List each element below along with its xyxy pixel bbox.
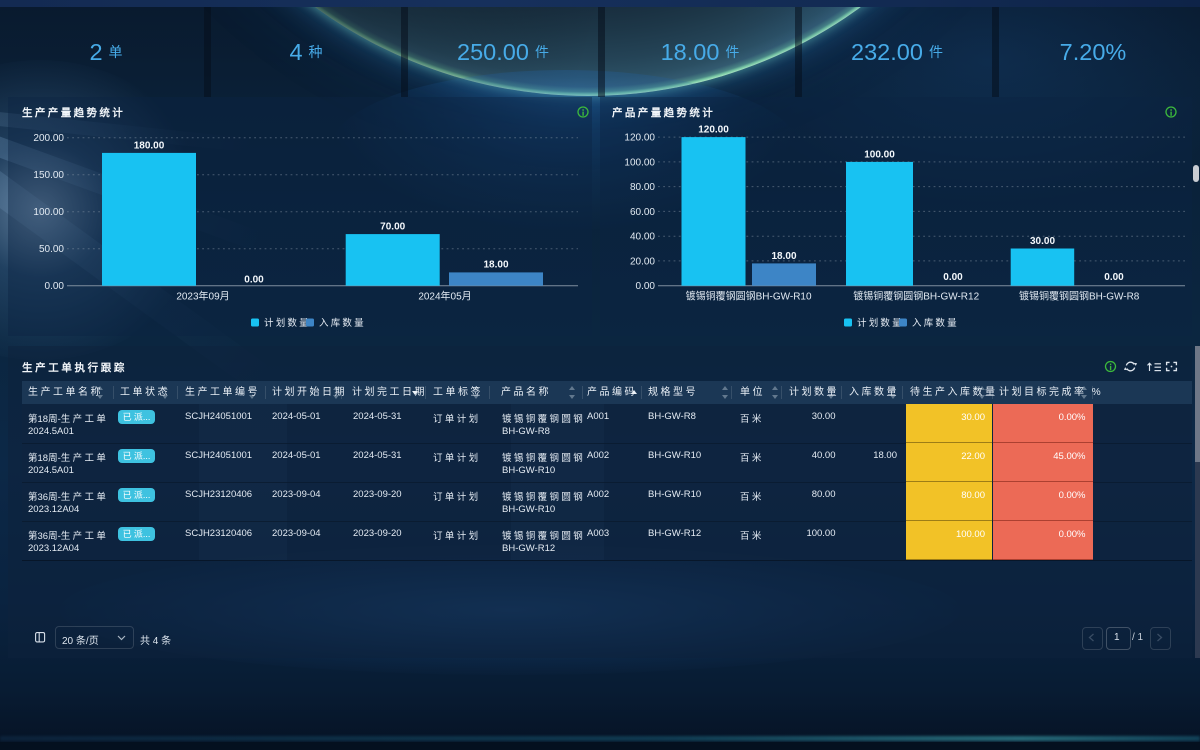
svg-text:30.00: 30.00 bbox=[1030, 236, 1055, 247]
svg-text:80.00: 80.00 bbox=[630, 182, 655, 193]
svg-text:100.00: 100.00 bbox=[33, 207, 64, 218]
svg-text:50.00: 50.00 bbox=[39, 244, 64, 255]
svg-text:入库数量: 入库数量 bbox=[319, 317, 366, 329]
svg-text:镀锡铜覆钢圆钢BH-GW-R10: 镀锡铜覆钢圆钢BH-GW-R10 bbox=[686, 290, 812, 303]
svg-text:70.00: 70.00 bbox=[380, 222, 405, 233]
svg-text:2023年09月: 2023年09月 bbox=[176, 290, 229, 303]
svg-text:100.00: 100.00 bbox=[864, 149, 895, 160]
svg-text:计划数量: 计划数量 bbox=[264, 317, 311, 329]
svg-text:产品产量趋势统计: 产品产量趋势统计 bbox=[612, 106, 715, 119]
svg-text:0.00: 0.00 bbox=[943, 272, 963, 283]
svg-text:0.00: 0.00 bbox=[244, 275, 264, 286]
svg-text:40.00: 40.00 bbox=[630, 232, 655, 243]
svg-text:入库数量: 入库数量 bbox=[912, 317, 959, 329]
svg-text:100.00: 100.00 bbox=[624, 157, 655, 168]
svg-text:200.00: 200.00 bbox=[33, 133, 64, 144]
svg-text:20.00: 20.00 bbox=[630, 256, 655, 267]
svg-text:18.00: 18.00 bbox=[771, 251, 796, 262]
svg-text:镀锡铜覆钢圆钢BH-GW-R8: 镀锡铜覆钢圆钢BH-GW-R8 bbox=[1019, 290, 1140, 303]
svg-text:镀锡铜覆钢圆钢BH-GW-R12: 镀锡铜覆钢圆钢BH-GW-R12 bbox=[853, 290, 979, 303]
svg-text:120.00: 120.00 bbox=[624, 133, 655, 144]
svg-text:60.00: 60.00 bbox=[630, 207, 655, 218]
svg-text:18.00: 18.00 bbox=[483, 260, 508, 271]
svg-text:0.00: 0.00 bbox=[636, 281, 656, 292]
svg-text:0.00: 0.00 bbox=[45, 281, 65, 292]
svg-text:计划数量: 计划数量 bbox=[857, 317, 904, 329]
svg-text:120.00: 120.00 bbox=[698, 125, 729, 136]
svg-text:150.00: 150.00 bbox=[33, 170, 64, 181]
svg-text:生产产量趋势统计: 生产产量趋势统计 bbox=[22, 106, 125, 119]
svg-text:0.00: 0.00 bbox=[1104, 272, 1124, 283]
svg-text:180.00: 180.00 bbox=[134, 141, 165, 152]
svg-text:2024年05月: 2024年05月 bbox=[418, 290, 471, 303]
